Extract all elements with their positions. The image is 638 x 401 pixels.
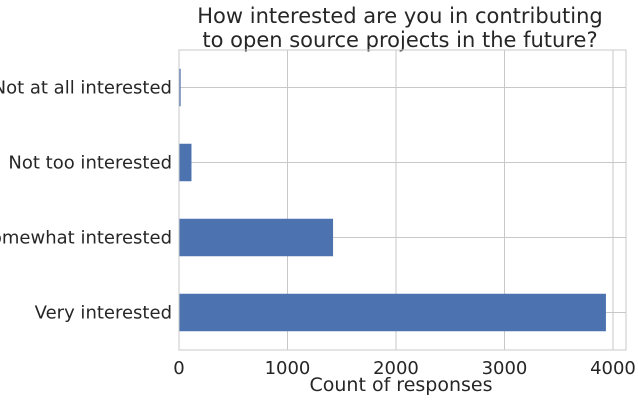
x-axis-label: Count of responses [309, 374, 492, 396]
chart-title: How interested are you in contributing t… [197, 4, 602, 52]
plot-frame [178, 49, 627, 351]
bar [179, 143, 192, 182]
y-tick-label: Very interested [35, 303, 172, 324]
chart-title-line-1: How interested are you in contributing [197, 4, 602, 28]
x-tick-label: 4000 [590, 358, 636, 379]
y-tick-label: Not at all interested [0, 78, 172, 99]
x-tick-label: 1000 [265, 358, 311, 379]
x-tick-label: 2000 [373, 358, 419, 379]
y-tick-label: Somewhat interested [0, 228, 172, 249]
bar [179, 218, 334, 257]
plot-area: 0 1000 2000 3000 4000 Not at all interested No… [0, 49, 636, 379]
y-tick-label: Not too interested [8, 153, 172, 174]
x-tick-label: 3000 [482, 358, 528, 379]
bar [179, 293, 606, 332]
bar [179, 68, 181, 107]
chart-title-line-2: to open source projects in the future? [202, 28, 597, 52]
x-tick-label: 0 [173, 358, 184, 379]
